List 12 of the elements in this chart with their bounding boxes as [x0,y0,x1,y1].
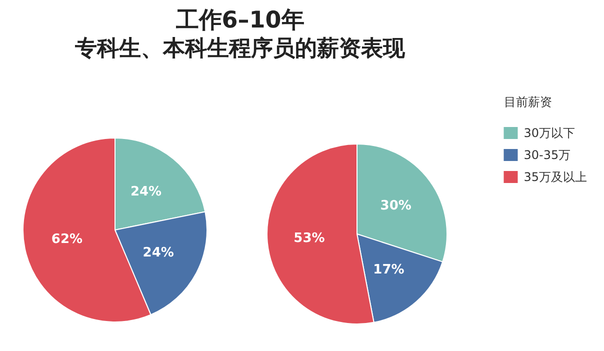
legend-label: 30-35万 [524,148,571,162]
legend-label: 30万以下 [524,126,576,140]
data-label: 53% [294,231,325,246]
data-label: 24% [142,245,174,260]
chart-title: 工作6–10年 [174,8,304,34]
data-label: 30% [380,198,412,214]
data-label: 17% [373,262,404,278]
data-label: 24% [130,184,162,200]
chart-subtitle: 专科生、本科生程序员的薪资表现 [74,36,406,62]
data-label: 62% [51,232,83,248]
legend-label: 35万及以上 [524,170,588,184]
legend-title: 目前薪资 [504,95,552,109]
